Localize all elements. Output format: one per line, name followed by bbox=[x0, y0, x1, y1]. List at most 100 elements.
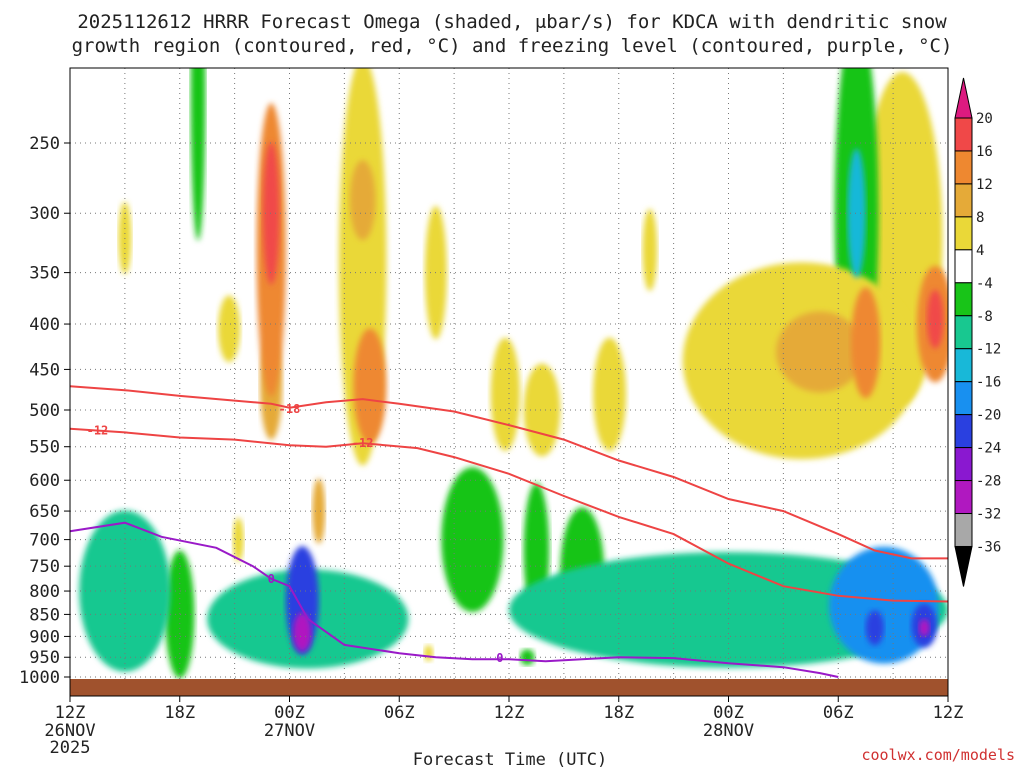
colorbar-bin bbox=[954, 216, 973, 251]
colorbar-label: -16 bbox=[976, 375, 1001, 391]
omega-cell-descent bbox=[79, 510, 171, 672]
x-tick-sublabel: 28NOV bbox=[703, 721, 754, 741]
omega-cell-ascent bbox=[776, 311, 864, 393]
contour-label: -12 bbox=[87, 423, 109, 437]
colorbar-bin bbox=[954, 117, 973, 152]
contour-label: -18 bbox=[279, 402, 301, 416]
omega-cell-ascent bbox=[262, 141, 280, 285]
colorbar-label: -20 bbox=[976, 408, 1001, 424]
omega-cell-ascent bbox=[523, 363, 561, 457]
chart-title-line1: 2025112612 HRRR Forecast Omega (shaded, … bbox=[77, 11, 947, 33]
colorbar-bin bbox=[954, 315, 973, 350]
omega-cell-descent bbox=[918, 619, 930, 637]
y-tick-label: 950 bbox=[29, 648, 60, 668]
x-tick-label: 18Z bbox=[164, 703, 195, 723]
colorbar-top-arrow bbox=[954, 77, 973, 119]
colorbar-bin bbox=[954, 249, 973, 284]
omega-cell-ascent bbox=[490, 337, 520, 451]
x-tick-label: 12Z bbox=[55, 703, 86, 723]
y-tick-label: 500 bbox=[29, 401, 60, 421]
colorbar-label: 20 bbox=[976, 111, 993, 127]
colorbar-label: 4 bbox=[976, 243, 984, 259]
y-tick-label: 600 bbox=[29, 471, 60, 491]
colorbar-label: -32 bbox=[976, 507, 1001, 523]
omega-cell-descent bbox=[519, 649, 535, 666]
omega-cell-descent bbox=[847, 148, 866, 279]
colorbar-bin bbox=[954, 150, 973, 185]
contour-label: 0 bbox=[268, 572, 275, 586]
colorbar-label: 12 bbox=[976, 177, 993, 193]
omega-cell-ascent bbox=[353, 328, 387, 444]
omega-cell-descent bbox=[165, 550, 195, 679]
colorbar-bin bbox=[954, 381, 973, 416]
colorbar-bin bbox=[954, 447, 973, 482]
colorbar-bin bbox=[954, 513, 973, 547]
colorbar-label: -8 bbox=[976, 309, 993, 325]
omega-cell-ascent bbox=[926, 289, 944, 349]
y-tick-label: 300 bbox=[29, 204, 60, 224]
y-tick-label: 650 bbox=[29, 502, 60, 522]
colorbar-label: -12 bbox=[976, 342, 1001, 358]
colorbar-label: -28 bbox=[976, 474, 1001, 490]
colorbar-bin bbox=[954, 282, 973, 317]
omega-cell-ascent bbox=[218, 295, 241, 363]
omega-cell-ascent bbox=[642, 208, 658, 291]
y-tick-label: 400 bbox=[29, 315, 60, 335]
contour-line--12 bbox=[69, 427, 949, 603]
omega-cell-ascent bbox=[423, 644, 434, 662]
x-tick-label: 18Z bbox=[603, 703, 634, 723]
colorbar-label: 16 bbox=[976, 144, 993, 160]
watermark: coolwx.com/models bbox=[861, 746, 1015, 764]
x-tick-sublabel: 26NOV bbox=[44, 721, 95, 741]
contour-line--18 bbox=[69, 385, 948, 560]
y-tick-label: 700 bbox=[29, 531, 60, 551]
y-tick-label: 350 bbox=[29, 264, 60, 284]
colorbar-bin bbox=[954, 183, 973, 218]
omega-cell-ascent bbox=[349, 160, 376, 241]
colorbar-bin bbox=[954, 348, 973, 383]
contour-line-0 bbox=[69, 521, 839, 678]
omega-cell-descent bbox=[865, 610, 884, 646]
omega-cell-descent bbox=[829, 546, 939, 664]
colorbar-bottom-arrow bbox=[954, 545, 973, 587]
colorbar-bin bbox=[954, 480, 973, 515]
x-axis-label: Forecast Time (UTC) bbox=[413, 750, 607, 768]
omega-cell-descent bbox=[293, 612, 312, 652]
omega-cell-ascent bbox=[851, 287, 881, 399]
y-tick-label: 450 bbox=[29, 360, 60, 380]
colorbar-label: -4 bbox=[976, 276, 993, 292]
y-tick-label: 250 bbox=[29, 134, 60, 154]
x-tick-sublabel: 2025 bbox=[50, 738, 91, 758]
colorbar: 20 16 12 8 4 -4 -8 -12 -16 -20 -24 -28 -32 -36 bbox=[954, 77, 1001, 587]
y-tick-label: 1000 bbox=[19, 668, 60, 688]
y-tick-label: 850 bbox=[29, 605, 60, 625]
ground-surface bbox=[70, 679, 948, 696]
chart-title-line2: growth region (contoured, red, °C) and f… bbox=[72, 35, 953, 57]
x-tick-label: 00Z bbox=[713, 703, 744, 723]
isotherm-contours: -18 -12 -12 0 0 bbox=[69, 385, 949, 678]
colorbar-label: -36 bbox=[976, 539, 1001, 555]
omega-cell-ascent bbox=[593, 337, 627, 451]
y-tick-label: 800 bbox=[29, 582, 60, 602]
omega-cell-descent bbox=[190, 68, 206, 241]
colorbar-label: 8 bbox=[976, 210, 984, 226]
axes: 2503003504004505005506006507007508008509… bbox=[19, 67, 964, 758]
colorbar-label: -24 bbox=[976, 441, 1001, 457]
omega-cell-descent bbox=[441, 467, 504, 612]
y-tick-label: 550 bbox=[29, 438, 60, 458]
ground-fill bbox=[70, 679, 948, 696]
contour-label: 0 bbox=[496, 651, 503, 665]
contour-label: -12 bbox=[352, 436, 374, 450]
y-tick-label: 900 bbox=[29, 627, 60, 647]
y-tick-label: 750 bbox=[29, 557, 60, 577]
x-tick-label: 06Z bbox=[384, 703, 415, 723]
omega-cell-ascent bbox=[232, 517, 244, 562]
colorbar-bin bbox=[954, 414, 973, 449]
omega-cell-ascent bbox=[312, 478, 326, 544]
x-tick-label: 12Z bbox=[494, 703, 525, 723]
x-tick-label: 06Z bbox=[823, 703, 854, 723]
x-tick-label: 12Z bbox=[933, 703, 964, 723]
x-tick-sublabel: 27NOV bbox=[264, 721, 315, 741]
x-tick-label: 00Z bbox=[274, 703, 305, 723]
